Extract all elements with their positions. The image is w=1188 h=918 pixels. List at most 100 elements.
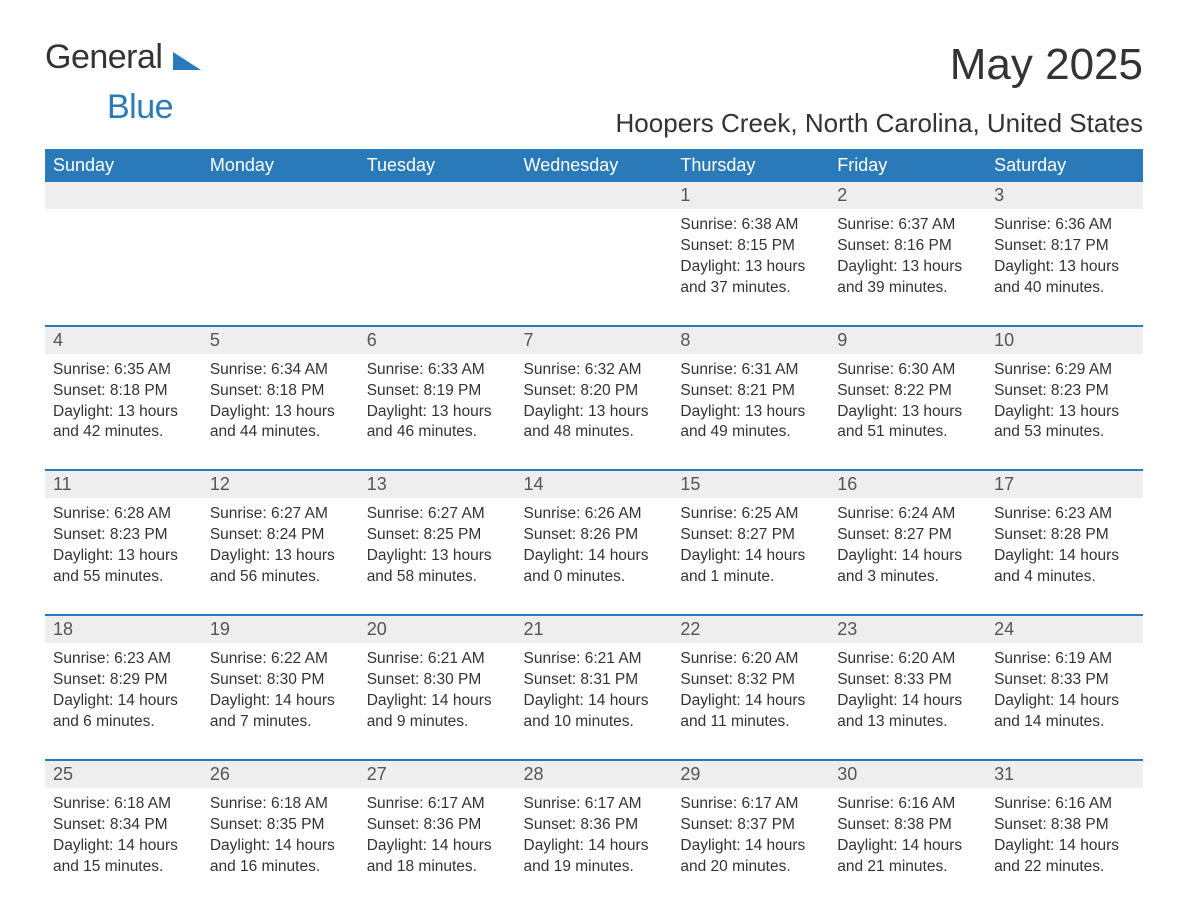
day-content: Sunrise: 6:16 AMSunset: 8:38 PMDaylight:… xyxy=(986,788,1143,904)
sunset-text: Sunset: 8:23 PM xyxy=(53,525,194,546)
day-number: 16 xyxy=(829,471,986,498)
day-content: Sunrise: 6:33 AMSunset: 8:19 PMDaylight:… xyxy=(359,354,516,470)
day-content: Sunrise: 6:27 AMSunset: 8:25 PMDaylight:… xyxy=(359,498,516,614)
sunset-text: Sunset: 8:37 PM xyxy=(680,815,821,836)
calendar-cell: 17Sunrise: 6:23 AMSunset: 8:28 PMDayligh… xyxy=(986,470,1143,615)
sunrise-text: Sunrise: 6:18 AM xyxy=(53,794,194,815)
sunrise-text: Sunrise: 6:30 AM xyxy=(837,360,978,381)
day-number xyxy=(202,182,359,209)
calendar-cell: 11Sunrise: 6:28 AMSunset: 8:23 PMDayligh… xyxy=(45,470,202,615)
sunset-text: Sunset: 8:22 PM xyxy=(837,381,978,402)
sunset-text: Sunset: 8:24 PM xyxy=(210,525,351,546)
sunset-text: Sunset: 8:18 PM xyxy=(53,381,194,402)
daylight-text: Daylight: 14 hours and 3 minutes. xyxy=(837,546,978,588)
sunset-text: Sunset: 8:36 PM xyxy=(524,815,665,836)
calendar-cell: 28Sunrise: 6:17 AMSunset: 8:36 PMDayligh… xyxy=(516,760,673,904)
calendar-cell: 31Sunrise: 6:16 AMSunset: 8:38 PMDayligh… xyxy=(986,760,1143,904)
day-content: Sunrise: 6:21 AMSunset: 8:31 PMDaylight:… xyxy=(516,643,673,759)
daylight-text: Daylight: 14 hours and 10 minutes. xyxy=(524,691,665,733)
calendar-week: 25Sunrise: 6:18 AMSunset: 8:34 PMDayligh… xyxy=(45,760,1143,904)
day-number: 6 xyxy=(359,327,516,354)
day-content: Sunrise: 6:23 AMSunset: 8:28 PMDaylight:… xyxy=(986,498,1143,614)
daylight-text: Daylight: 13 hours and 42 minutes. xyxy=(53,402,194,444)
day-content: Sunrise: 6:17 AMSunset: 8:36 PMDaylight:… xyxy=(359,788,516,904)
sunset-text: Sunset: 8:38 PM xyxy=(994,815,1135,836)
daylight-text: Daylight: 14 hours and 11 minutes. xyxy=(680,691,821,733)
day-content: Sunrise: 6:17 AMSunset: 8:37 PMDaylight:… xyxy=(672,788,829,904)
calendar-cell: 29Sunrise: 6:17 AMSunset: 8:37 PMDayligh… xyxy=(672,760,829,904)
daylight-text: Daylight: 14 hours and 4 minutes. xyxy=(994,546,1135,588)
day-content: Sunrise: 6:34 AMSunset: 8:18 PMDaylight:… xyxy=(202,354,359,470)
day-content: Sunrise: 6:32 AMSunset: 8:20 PMDaylight:… xyxy=(516,354,673,470)
calendar-cell: 12Sunrise: 6:27 AMSunset: 8:24 PMDayligh… xyxy=(202,470,359,615)
calendar-cell: 3Sunrise: 6:36 AMSunset: 8:17 PMDaylight… xyxy=(986,182,1143,326)
calendar-cell: 30Sunrise: 6:16 AMSunset: 8:38 PMDayligh… xyxy=(829,760,986,904)
day-number: 27 xyxy=(359,761,516,788)
sunset-text: Sunset: 8:17 PM xyxy=(994,236,1135,257)
day-number: 10 xyxy=(986,327,1143,354)
calendar-cell: 6Sunrise: 6:33 AMSunset: 8:19 PMDaylight… xyxy=(359,326,516,471)
day-number: 5 xyxy=(202,327,359,354)
sunrise-text: Sunrise: 6:36 AM xyxy=(994,215,1135,236)
calendar-cell: 20Sunrise: 6:21 AMSunset: 8:30 PMDayligh… xyxy=(359,615,516,760)
daylight-text: Daylight: 14 hours and 22 minutes. xyxy=(994,836,1135,878)
sunrise-text: Sunrise: 6:23 AM xyxy=(53,649,194,670)
location-subtitle: Hoopers Creek, North Carolina, United St… xyxy=(616,108,1143,139)
daylight-text: Daylight: 14 hours and 20 minutes. xyxy=(680,836,821,878)
day-content xyxy=(45,209,202,289)
calendar-cell: 19Sunrise: 6:22 AMSunset: 8:30 PMDayligh… xyxy=(202,615,359,760)
day-number xyxy=(516,182,673,209)
calendar: Sunday Monday Tuesday Wednesday Thursday… xyxy=(45,149,1143,903)
calendar-week: 1Sunrise: 6:38 AMSunset: 8:15 PMDaylight… xyxy=(45,182,1143,326)
day-content: Sunrise: 6:29 AMSunset: 8:23 PMDaylight:… xyxy=(986,354,1143,470)
calendar-week: 18Sunrise: 6:23 AMSunset: 8:29 PMDayligh… xyxy=(45,615,1143,760)
calendar-cell: 18Sunrise: 6:23 AMSunset: 8:29 PMDayligh… xyxy=(45,615,202,760)
sunset-text: Sunset: 8:32 PM xyxy=(680,670,821,691)
sunset-text: Sunset: 8:26 PM xyxy=(524,525,665,546)
day-number: 2 xyxy=(829,182,986,209)
sunrise-text: Sunrise: 6:17 AM xyxy=(680,794,821,815)
calendar-header-row: Sunday Monday Tuesday Wednesday Thursday… xyxy=(45,149,1143,182)
day-number: 17 xyxy=(986,471,1143,498)
calendar-cell: 24Sunrise: 6:19 AMSunset: 8:33 PMDayligh… xyxy=(986,615,1143,760)
day-number: 14 xyxy=(516,471,673,498)
calendar-cell: 1Sunrise: 6:38 AMSunset: 8:15 PMDaylight… xyxy=(672,182,829,326)
day-content: Sunrise: 6:31 AMSunset: 8:21 PMDaylight:… xyxy=(672,354,829,470)
sunset-text: Sunset: 8:23 PM xyxy=(994,381,1135,402)
day-content: Sunrise: 6:24 AMSunset: 8:27 PMDaylight:… xyxy=(829,498,986,614)
sunrise-text: Sunrise: 6:27 AM xyxy=(210,504,351,525)
day-content: Sunrise: 6:36 AMSunset: 8:17 PMDaylight:… xyxy=(986,209,1143,325)
day-number: 4 xyxy=(45,327,202,354)
day-content: Sunrise: 6:23 AMSunset: 8:29 PMDaylight:… xyxy=(45,643,202,759)
daylight-text: Daylight: 13 hours and 49 minutes. xyxy=(680,402,821,444)
day-content xyxy=(516,209,673,289)
sunrise-text: Sunrise: 6:16 AM xyxy=(837,794,978,815)
sunrise-text: Sunrise: 6:18 AM xyxy=(210,794,351,815)
sunrise-text: Sunrise: 6:22 AM xyxy=(210,649,351,670)
day-number xyxy=(359,182,516,209)
sunrise-text: Sunrise: 6:20 AM xyxy=(680,649,821,670)
daylight-text: Daylight: 13 hours and 56 minutes. xyxy=(210,546,351,588)
calendar-cell: 9Sunrise: 6:30 AMSunset: 8:22 PMDaylight… xyxy=(829,326,986,471)
daylight-text: Daylight: 13 hours and 58 minutes. xyxy=(367,546,508,588)
day-number: 25 xyxy=(45,761,202,788)
sunrise-text: Sunrise: 6:28 AM xyxy=(53,504,194,525)
day-content: Sunrise: 6:19 AMSunset: 8:33 PMDaylight:… xyxy=(986,643,1143,759)
daylight-text: Daylight: 13 hours and 39 minutes. xyxy=(837,257,978,299)
sunset-text: Sunset: 8:31 PM xyxy=(524,670,665,691)
calendar-cell: 5Sunrise: 6:34 AMSunset: 8:18 PMDaylight… xyxy=(202,326,359,471)
daylight-text: Daylight: 14 hours and 21 minutes. xyxy=(837,836,978,878)
calendar-cell: 15Sunrise: 6:25 AMSunset: 8:27 PMDayligh… xyxy=(672,470,829,615)
day-number: 19 xyxy=(202,616,359,643)
calendar-cell: 2Sunrise: 6:37 AMSunset: 8:16 PMDaylight… xyxy=(829,182,986,326)
logo-triangle-icon xyxy=(173,52,201,70)
daylight-text: Daylight: 14 hours and 15 minutes. xyxy=(53,836,194,878)
day-number: 7 xyxy=(516,327,673,354)
daylight-text: Daylight: 14 hours and 7 minutes. xyxy=(210,691,351,733)
day-content: Sunrise: 6:38 AMSunset: 8:15 PMDaylight:… xyxy=(672,209,829,325)
day-content: Sunrise: 6:22 AMSunset: 8:30 PMDaylight:… xyxy=(202,643,359,759)
daylight-text: Daylight: 13 hours and 53 minutes. xyxy=(994,402,1135,444)
day-content xyxy=(359,209,516,289)
calendar-week: 4Sunrise: 6:35 AMSunset: 8:18 PMDaylight… xyxy=(45,326,1143,471)
calendar-cell: 4Sunrise: 6:35 AMSunset: 8:18 PMDaylight… xyxy=(45,326,202,471)
